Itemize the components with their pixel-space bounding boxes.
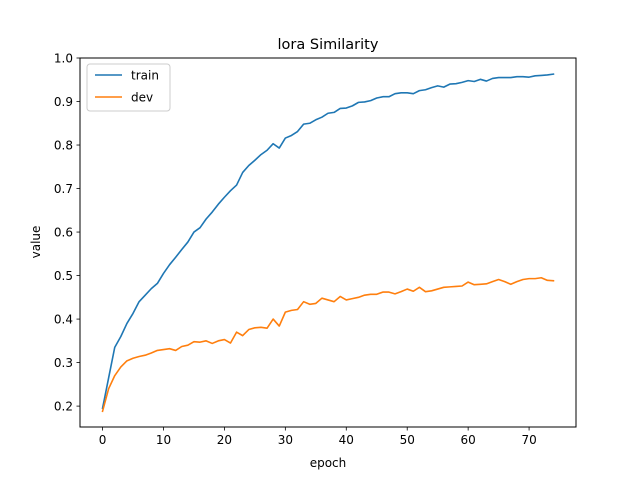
y-tick-label: 0.4 bbox=[54, 312, 73, 326]
y-tick-label: 0.3 bbox=[54, 356, 73, 370]
y-axis-label: value bbox=[29, 226, 43, 259]
series-line-train bbox=[101, 73, 555, 410]
y-tick-label: 0.2 bbox=[54, 399, 73, 413]
x-axis: 0 10 20 30 40 50 60 70 bbox=[99, 427, 537, 447]
y-tick-label: 0.5 bbox=[54, 269, 73, 283]
y-axis: 0.2 0.3 0.4 0.5 0.6 0.7 0.8 0.9 1.0 bbox=[54, 51, 80, 413]
x-tick-label: 0 bbox=[99, 433, 107, 447]
y-tick-label: 0.8 bbox=[54, 138, 73, 152]
chart-title: lora Similarity bbox=[278, 37, 379, 53]
x-tick-label: 60 bbox=[461, 433, 476, 447]
x-tick-label: 30 bbox=[278, 433, 293, 447]
y-tick-label: 1.0 bbox=[54, 51, 73, 65]
legend-label-train: train bbox=[131, 69, 159, 83]
plot-frame bbox=[79, 57, 577, 428]
series-layer bbox=[101, 73, 555, 413]
x-tick-label: 50 bbox=[400, 433, 415, 447]
x-axis-label: epoch bbox=[310, 456, 347, 470]
x-tick-label: 20 bbox=[217, 433, 232, 447]
legend: train dev bbox=[86, 63, 171, 112]
series-line-dev bbox=[101, 276, 555, 413]
x-tick-label: 70 bbox=[521, 433, 536, 447]
y-tick-label: 0.7 bbox=[54, 182, 73, 196]
x-tick-label: 10 bbox=[156, 433, 171, 447]
x-tick-label: 40 bbox=[339, 433, 354, 447]
legend-label-dev: dev bbox=[131, 91, 153, 105]
y-tick-label: 0.9 bbox=[54, 95, 73, 109]
y-tick-label: 0.6 bbox=[54, 225, 73, 239]
